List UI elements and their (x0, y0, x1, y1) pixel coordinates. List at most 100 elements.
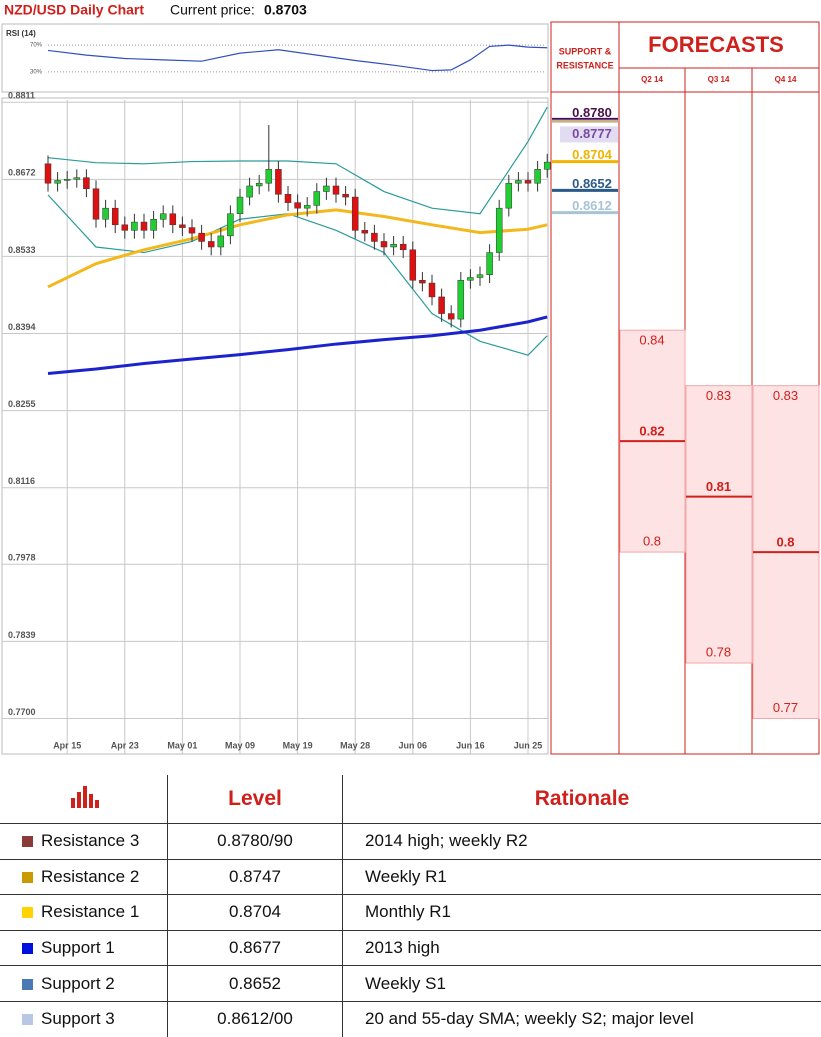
level-cell: 0.8652 (168, 966, 343, 1002)
candle-body (295, 203, 301, 209)
rsi-tick-label: 30% (30, 69, 43, 75)
chart: NZD/USD Daily Chart Current price: 0.870… (0, 0, 821, 760)
candle-body (362, 230, 368, 233)
candle-body (247, 186, 253, 197)
rationale-cell: Weekly R1 (343, 859, 821, 895)
candle-body (496, 208, 502, 252)
y-tick-label: 0.8116 (8, 476, 35, 486)
icon-cell (0, 775, 168, 824)
level-name: Resistance 2 (41, 867, 139, 886)
candle-body (266, 169, 272, 183)
y-tick-label: 0.7700 (8, 707, 36, 717)
levels-table: Level Rationale Resistance 3 0.8780/90 201… (0, 775, 821, 1037)
candle-body (237, 197, 243, 214)
table-header: Level Rationale (0, 775, 821, 824)
sr-title: SUPPORT & (559, 46, 612, 56)
sr-label: 0.8704 (572, 147, 613, 162)
price-label: Current price: (170, 2, 255, 18)
candle-body (506, 183, 512, 208)
quarter-label: Q2 14 (641, 75, 663, 84)
color-swatch (22, 1014, 33, 1025)
candle-body (419, 280, 425, 283)
forecast-high: 0.83 (773, 388, 798, 403)
candle-body (112, 208, 118, 225)
y-tick-label: 0.8394 (8, 322, 36, 332)
candle-body (429, 283, 435, 297)
forecast-mid-label: 0.81 (706, 479, 731, 494)
candle-body (391, 244, 397, 247)
level-name: Resistance 3 (41, 831, 139, 850)
rationale-cell: 20 and 55-day SMA; weekly S2; major leve… (343, 1001, 821, 1036)
rsi-tick-label: 70% (30, 43, 43, 49)
y-tick-label: 0.8672 (8, 168, 36, 178)
x-tick-label: Apr 23 (111, 740, 139, 750)
rationale-cell: Monthly R1 (343, 895, 821, 931)
column-header: Rationale (343, 775, 821, 824)
y-tick-label: 0.7978 (8, 553, 36, 563)
name-cell: Resistance 1 (0, 895, 168, 931)
level-cell: 0.8747 (168, 859, 343, 895)
sr-label: 0.8780 (572, 105, 612, 120)
level-cell: 0.8704 (168, 895, 343, 931)
candle-body (544, 162, 550, 169)
name-cell: Support 3 (0, 1001, 168, 1036)
rsi-panel (2, 24, 548, 92)
candle-body (285, 194, 291, 202)
candle-body (458, 280, 464, 319)
sr-label: 0.8612 (572, 198, 612, 213)
candle-body (323, 186, 329, 192)
candle-body (93, 189, 99, 220)
name-cell: Resistance 2 (0, 859, 168, 895)
candle-body (131, 222, 137, 230)
color-swatch (22, 943, 33, 954)
candle-body (64, 179, 70, 180)
x-tick-label: May 09 (225, 740, 255, 750)
forecast-high: 0.83 (706, 388, 731, 403)
candle-body (410, 250, 416, 281)
candle-body (103, 208, 109, 219)
candle-body (160, 214, 166, 220)
name-cell: Support 1 (0, 930, 168, 966)
color-swatch (22, 979, 33, 990)
column-header: Level (168, 775, 343, 824)
current-price: 0.8703 (264, 2, 307, 18)
y-tick-label: 0.8811 (8, 91, 35, 101)
level-cell: 0.8677 (168, 930, 343, 966)
candle-body (208, 241, 214, 247)
quarter-label: Q4 14 (775, 75, 797, 84)
rationale-cell: Weekly S1 (343, 966, 821, 1002)
rationale-cell: 2013 high (343, 930, 821, 966)
candle-body (218, 236, 224, 247)
candle-body (439, 297, 445, 314)
level-name: Support 2 (41, 974, 115, 993)
plot-frame (2, 98, 548, 754)
candle-body (371, 233, 377, 241)
forecast-low: 0.78 (706, 644, 731, 659)
candle-body (477, 275, 483, 278)
color-swatch (22, 872, 33, 883)
candle-body (352, 197, 358, 230)
candle-body (333, 186, 339, 194)
forecast-mid-label: 0.8 (776, 535, 794, 550)
candle-body (515, 180, 521, 183)
forecast-title: FORECASTS (648, 32, 784, 57)
candle-body (227, 214, 233, 236)
forecast-low: 0.8 (643, 534, 661, 549)
candle-body (179, 225, 185, 228)
candle-body (448, 314, 454, 320)
candle-body (83, 178, 89, 189)
level-cell: 0.8780/90 (168, 824, 343, 860)
candle-body (275, 169, 281, 194)
candle-body (304, 205, 310, 208)
x-tick-label: Jun 25 (514, 740, 543, 750)
y-tick-label: 0.8255 (8, 399, 36, 409)
sr-label: 0.8777 (572, 126, 612, 141)
candle-body (381, 241, 387, 247)
candle-body (467, 278, 473, 281)
forecast-mid-label: 0.82 (639, 424, 664, 439)
